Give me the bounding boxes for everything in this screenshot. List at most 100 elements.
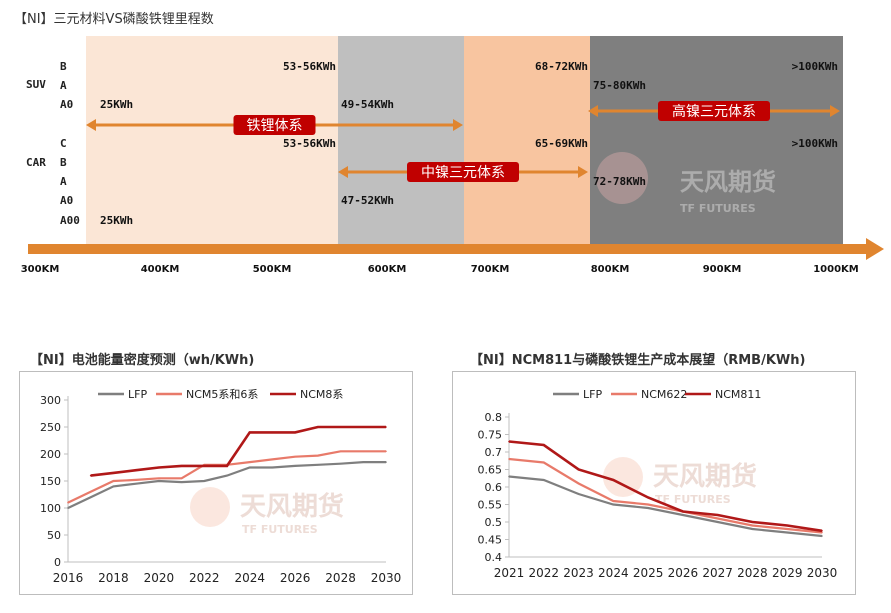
watermark-logo: [603, 457, 643, 497]
x-tick-label: 2030: [807, 566, 838, 580]
data-point: [294, 465, 296, 467]
category-car: CAR: [26, 156, 46, 169]
zone-band-3: [464, 36, 590, 244]
data-point: [203, 465, 206, 467]
capacity-label: 68-72KWh: [535, 60, 588, 73]
data-point: [821, 529, 823, 532]
y-tick-label: 0.4: [485, 551, 503, 564]
data-point: [248, 466, 251, 469]
y-tick-label: 0.8: [485, 411, 503, 424]
arrowhead-left: [338, 166, 348, 178]
data-point: [647, 496, 649, 499]
capacity-label: 49-54KWh: [341, 98, 394, 111]
data-point: [751, 521, 754, 523]
x-tick-label: 2025: [633, 566, 664, 580]
y-tick-label: 0.65: [478, 464, 503, 477]
y-tick-label: 50: [47, 529, 61, 542]
data-point: [203, 480, 206, 482]
watermark-logo: [596, 152, 648, 204]
suv-grade: A: [60, 79, 67, 92]
data-point: [362, 461, 365, 463]
capacity-label: 65-69KWh: [535, 137, 588, 150]
data-point: [716, 514, 719, 516]
data-point: [542, 461, 545, 464]
car-grade: C: [60, 137, 67, 150]
data-point: [577, 468, 580, 471]
series-line-ncm622: [508, 457, 823, 534]
capacity-label: 47-52KWh: [341, 194, 394, 207]
km-tick-label: 800KM: [591, 264, 630, 275]
y-tick-label: 0.6: [485, 481, 503, 494]
data-point: [339, 462, 342, 465]
chart1-title: 【NI】电池能量密度预测（wh/KWh): [30, 353, 255, 368]
system-name: 铁锂体系: [247, 118, 303, 134]
x-tick-label: 2028: [737, 566, 768, 580]
km-tick-label: 900KM: [703, 264, 742, 275]
cost-outlook-chart-frame: 天风期货 TF FUTURES 0.4 0.45 0.5 0.55 0.6 0.65 0.7 0.…: [452, 371, 856, 595]
category-suv: SUV: [26, 78, 46, 91]
watermark-text: 天风期货: [240, 491, 344, 522]
data-point: [180, 465, 183, 467]
legend-label: LFP: [128, 388, 147, 401]
data-point: [786, 531, 789, 534]
legend-label: NCM8系: [300, 388, 343, 401]
system-name: 高镍三元体系: [672, 103, 756, 120]
data-point: [135, 482, 137, 485]
y-tick-label: 0.75: [478, 429, 503, 442]
car-grade: B: [60, 156, 67, 169]
zone-band-2: [338, 36, 464, 244]
arrowhead-right: [830, 105, 840, 117]
km-tick-label: 700KM: [471, 264, 510, 275]
data-point: [89, 491, 92, 493]
watermark-en: TF FUTURES: [242, 523, 318, 536]
data-point: [248, 431, 251, 434]
x-tick-label: 2022: [529, 566, 560, 580]
capacity-label: 25KWh: [100, 214, 133, 227]
watermark-logo: [190, 487, 230, 527]
data-point: [385, 450, 387, 453]
data-point: [158, 477, 160, 480]
y-tick-label: 0.7: [485, 446, 503, 459]
km-tick-label: 400KM: [141, 264, 180, 275]
system-badge: [233, 115, 316, 135]
data-point: [508, 475, 510, 478]
data-point: [89, 496, 92, 498]
top-panel-title: 【NI】三元材料VS磷酸铁锂里程数: [14, 12, 214, 27]
data-point: [112, 480, 115, 482]
data-point: [612, 500, 615, 502]
zone-band-4: [590, 36, 843, 244]
y-tick-label: 150: [40, 475, 61, 488]
series-line-ncm811: [508, 440, 823, 533]
data-point: [339, 426, 342, 428]
data-point: [682, 510, 684, 513]
km-tick-label: 1000KM: [813, 264, 859, 275]
legend-label: NCM811: [715, 388, 761, 401]
data-point: [226, 465, 228, 467]
car-grade: A0: [60, 194, 73, 207]
system-badge: [658, 101, 770, 121]
data-point: [821, 531, 823, 534]
capacity-label: 53-56KWh: [283, 137, 336, 150]
data-point: [112, 472, 115, 474]
watermark-text: 天风期货: [653, 461, 757, 492]
data-point: [682, 514, 684, 516]
data-point: [362, 450, 365, 453]
data-point: [271, 466, 274, 469]
y-tick-label: 0.55: [478, 499, 503, 512]
x-tick-label: 2024: [598, 566, 629, 580]
data-point: [508, 440, 510, 443]
car-grade: A: [60, 175, 67, 188]
system-badge: [407, 162, 519, 182]
y-tick-label: 300: [40, 394, 61, 407]
y-tick-label: 0: [54, 556, 61, 569]
data-point: [67, 501, 69, 504]
data-point: [339, 450, 342, 453]
data-point: [647, 503, 649, 506]
data-point: [751, 524, 754, 527]
data-point: [577, 482, 580, 485]
x-tick-label: 2020: [144, 571, 175, 585]
arrowhead-left: [86, 119, 96, 131]
data-point: [317, 464, 319, 466]
data-point: [317, 454, 319, 457]
